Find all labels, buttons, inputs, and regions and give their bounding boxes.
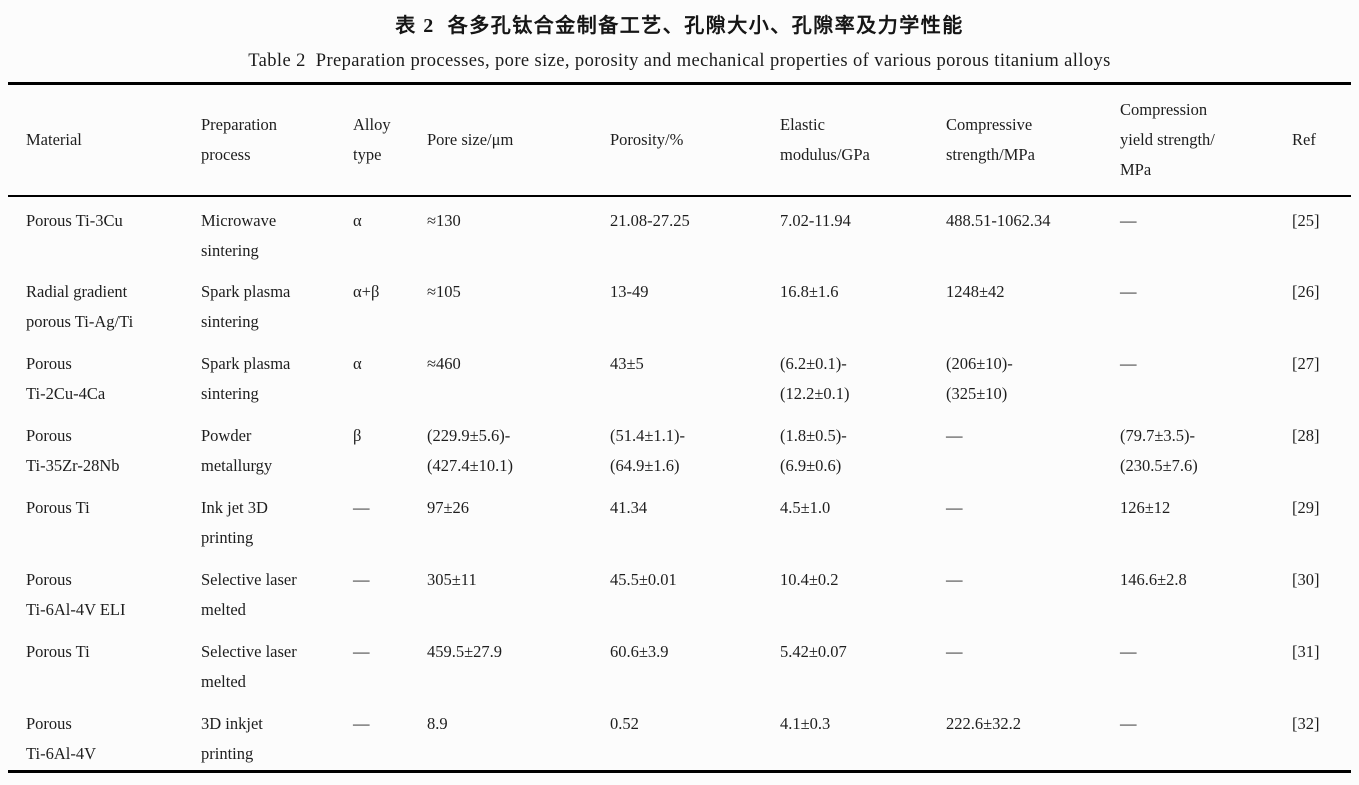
table-cell: [30] bbox=[1292, 569, 1320, 589]
table-cell: Radial gradient porous Ti-Ag/Ti bbox=[26, 281, 134, 331]
table-cell: (229.9±5.6)- (427.4±10.1) bbox=[427, 425, 514, 475]
table-cell: α bbox=[353, 353, 362, 373]
table-cell: — bbox=[1120, 210, 1137, 230]
table-cell: α bbox=[353, 210, 362, 230]
table-cell: 8.9 bbox=[427, 713, 448, 733]
table-cell: Microwave sintering bbox=[201, 210, 277, 260]
table-cell: 222.6±32.2 bbox=[946, 713, 1022, 733]
table-cell: — bbox=[1120, 641, 1137, 661]
table-cell: (79.7±3.5)- (230.5±7.6) bbox=[1120, 425, 1198, 475]
table-cell: [32] bbox=[1292, 713, 1320, 733]
table-row: Porous Ti Selective laser melted — 459.5±27… bbox=[8, 628, 1351, 700]
table-cell: — bbox=[946, 569, 963, 589]
col-header-pore-size: Pore size/μm bbox=[427, 129, 514, 149]
table-row: Porous Ti Ink jet 3D printing — 97±26 41.34 4… bbox=[8, 484, 1351, 556]
table-row: Porous Ti-35Zr-28Nb Powder metallurgy β (22… bbox=[8, 412, 1351, 484]
table-cell: 3D inkjet printing bbox=[201, 713, 263, 763]
table-cell: Porous Ti-2Cu-4Ca bbox=[26, 353, 106, 403]
table-cell: (1.8±0.5)- (6.9±0.6) bbox=[780, 425, 847, 475]
table-row: Porous Ti-2Cu-4Ca Spark plasma sintering α… bbox=[8, 340, 1351, 412]
header-row: Material Preparation process Alloy type … bbox=[8, 84, 1351, 196]
table-cell: Selective laser melted bbox=[201, 641, 297, 691]
table-cell: 126±12 bbox=[1120, 497, 1171, 517]
col-header-porosity: Porosity/% bbox=[610, 129, 684, 149]
table-cell: — bbox=[353, 641, 370, 661]
col-header-elastic-modulus: Elastic modulus/GPa bbox=[780, 114, 870, 164]
table-cell: — bbox=[353, 569, 370, 589]
table-cell: ≈105 bbox=[427, 281, 461, 301]
table-header: Material Preparation process Alloy type … bbox=[8, 84, 1351, 196]
table-cell: [31] bbox=[1292, 641, 1320, 661]
col-header-compression-yield-strength: Compression yield strength/ MPa bbox=[1120, 99, 1215, 179]
table-cell: — bbox=[946, 641, 963, 661]
table-cell: [28] bbox=[1292, 425, 1320, 445]
table-cell: β bbox=[353, 425, 362, 445]
table-cell: — bbox=[353, 497, 370, 517]
table-cell: — bbox=[946, 497, 963, 517]
table-cell: Porous Ti bbox=[26, 497, 90, 517]
table-cell: Spark plasma sintering bbox=[201, 281, 291, 331]
table-cell: 21.08-27.25 bbox=[610, 210, 690, 230]
table-cell: ≈130 bbox=[427, 210, 461, 230]
table-cell: (51.4±1.1)- (64.9±1.6) bbox=[610, 425, 686, 475]
table-cell: Porous Ti-35Zr-28Nb bbox=[26, 425, 120, 475]
table-row: Porous Ti-6Al-4V 3D inkjet printing — 8.9 0.… bbox=[8, 700, 1351, 772]
table-cell: 305±11 bbox=[427, 569, 477, 589]
col-header-preparation-process: Preparation process bbox=[201, 114, 278, 164]
table-cell: ≈460 bbox=[427, 353, 461, 373]
table-cell: — bbox=[946, 425, 963, 445]
table-cell: (206±10)- (325±10) bbox=[946, 353, 1013, 403]
table-cell: 1248±42 bbox=[946, 281, 1005, 301]
table-cell: Spark plasma sintering bbox=[201, 353, 291, 403]
table-cell: 0.52 bbox=[610, 713, 639, 733]
table-row: Porous Ti-3Cu Microwave sintering α ≈130 21.… bbox=[8, 196, 1351, 268]
table-cell: 41.34 bbox=[610, 497, 648, 517]
table-cell: 60.6±3.9 bbox=[610, 641, 669, 661]
table-cell: [25] bbox=[1292, 210, 1320, 230]
table-cell: Porous Ti bbox=[26, 641, 90, 661]
table-cell: — bbox=[1120, 353, 1137, 373]
table-cell: — bbox=[353, 713, 370, 733]
table-cell: 10.4±0.2 bbox=[780, 569, 839, 589]
table-cell: 4.5±1.0 bbox=[780, 497, 831, 517]
table-cell: — bbox=[1120, 281, 1137, 301]
table-body: Porous Ti-3Cu Microwave sintering α ≈130 21.… bbox=[8, 196, 1351, 772]
table-cell: 459.5±27.9 bbox=[427, 641, 503, 661]
table-cell: 16.8±1.6 bbox=[780, 281, 839, 301]
table-row: Radial gradient porous Ti-Ag/Ti Spark pla… bbox=[8, 268, 1351, 340]
table-cell: Ink jet 3D printing bbox=[201, 497, 268, 547]
table-cell: [27] bbox=[1292, 353, 1320, 373]
table-cell: Porous Ti-6Al-4V ELI bbox=[26, 569, 126, 619]
table-cell: (6.2±0.1)- (12.2±0.1) bbox=[780, 353, 850, 403]
table-cell: Selective laser melted bbox=[201, 569, 297, 619]
table-title-english: Table 2 Preparation processes, pore size… bbox=[248, 51, 1111, 71]
table-cell: Porous Ti-3Cu bbox=[26, 210, 123, 230]
table-cell: 45.5±0.01 bbox=[610, 569, 677, 589]
porous-titanium-alloys-table: Material Preparation process Alloy type … bbox=[8, 82, 1351, 773]
table-cell: 13-49 bbox=[610, 281, 649, 301]
table-cell: [29] bbox=[1292, 497, 1320, 517]
table-cell: 97±26 bbox=[427, 497, 470, 517]
table-cell: Powder metallurgy bbox=[201, 425, 273, 475]
table-cell: 488.51-1062.34 bbox=[946, 210, 1051, 230]
table-cell: Porous Ti-6Al-4V bbox=[26, 713, 96, 763]
col-header-ref: Ref bbox=[1292, 129, 1316, 149]
table-cell: 5.42±0.07 bbox=[780, 641, 847, 661]
table-title-chinese: 表 2 各多孔钛合金制备工艺、孔隙大小、孔隙率及力学性能 bbox=[395, 15, 964, 37]
col-header-material: Material bbox=[26, 129, 82, 149]
table-cell: 7.02-11.94 bbox=[780, 210, 851, 230]
col-header-alloy-type: Alloy type bbox=[353, 114, 391, 164]
table-cell: — bbox=[1120, 713, 1137, 733]
col-header-compressive-strength: Compressive strength/MPa bbox=[946, 114, 1035, 164]
table-cell: [26] bbox=[1292, 281, 1320, 301]
table-cell: α+β bbox=[353, 281, 380, 301]
table-cell: 4.1±0.3 bbox=[780, 713, 831, 733]
table-cell: 146.6±2.8 bbox=[1120, 569, 1187, 589]
table-row: Porous Ti-6Al-4V ELI Selective laser melt… bbox=[8, 556, 1351, 628]
table-cell: 43±5 bbox=[610, 353, 644, 373]
